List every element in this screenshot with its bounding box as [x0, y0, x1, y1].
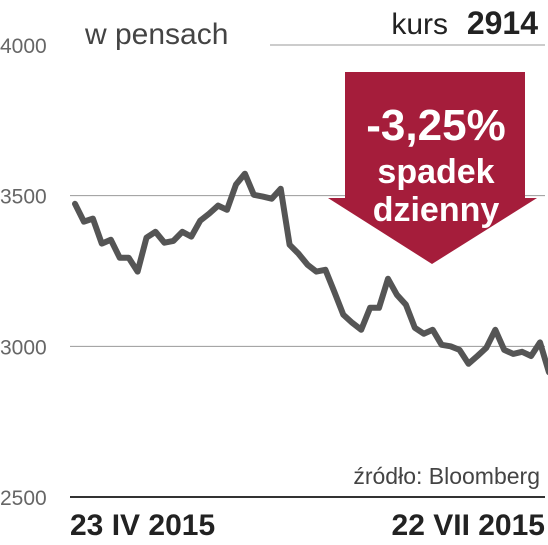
price-line: [72, 170, 548, 376]
x-tick-label: 22 VII 2015: [392, 509, 545, 542]
badge-change: -3,25%: [366, 101, 505, 150]
price-label: kurs: [391, 8, 448, 41]
y-tick-label: 3000: [0, 336, 47, 359]
price: 2914: [467, 5, 538, 41]
badge-arrow: [328, 72, 537, 264]
unit-label: w pensach: [84, 18, 228, 51]
x-tick-label: 23 IV 2015: [70, 509, 215, 542]
badge-text: dzienny: [373, 191, 500, 229]
y-tick-label: 4000: [0, 35, 47, 58]
badge-text: spadek: [377, 153, 494, 191]
y-tick-label: 3500: [0, 186, 47, 209]
source: źródło: Bloomberg: [353, 463, 540, 489]
y-tick-label: 2500: [0, 487, 47, 510]
